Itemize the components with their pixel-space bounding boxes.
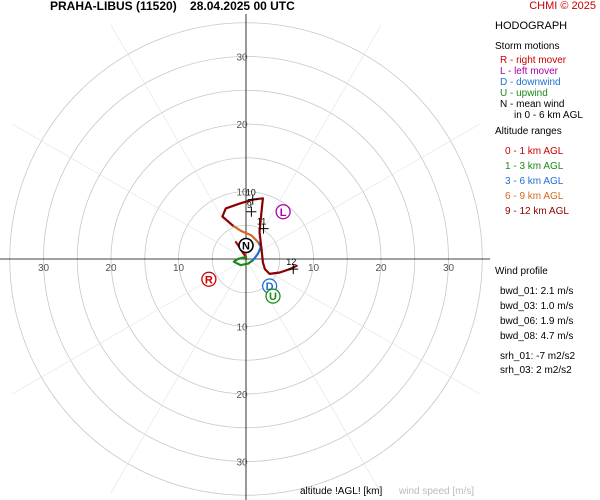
storm-motions-title: Storm motions bbox=[495, 41, 560, 52]
ring-tick-label: 20 bbox=[105, 263, 117, 274]
wp-item: bwd_06: 1.9 m/s bbox=[500, 316, 574, 327]
alt-item: 1 - 3 km AGL bbox=[505, 161, 564, 172]
hodograph-segment bbox=[232, 255, 254, 267]
ring-tick-label: 10 bbox=[236, 188, 248, 199]
alt-item: 9 - 12 km AGL bbox=[505, 206, 569, 217]
hodograph-segment bbox=[251, 241, 262, 262]
storm-motion-marker bbox=[275, 204, 291, 220]
ring-tick-label: 20 bbox=[236, 390, 248, 401]
sm-item: D - downwind bbox=[500, 77, 561, 88]
sm-item: N - mean wind bbox=[500, 99, 565, 110]
height-label: 9 bbox=[247, 200, 252, 210]
storm-motion-label: D bbox=[266, 281, 274, 293]
altitude-unit-label: altitude !AGL! [km] bbox=[300, 486, 383, 497]
sm-item: U - upwind bbox=[500, 88, 548, 99]
station-name: PRAHA-LIBUS (11520) bbox=[50, 0, 177, 13]
storm-motion-label: U bbox=[269, 291, 277, 303]
ring-tick-label: 30 bbox=[38, 263, 50, 274]
storm-motion-label: L bbox=[280, 207, 287, 219]
sm-item: R - right mover bbox=[500, 55, 567, 66]
wp-item: bwd_01: 2.1 m/s bbox=[500, 286, 574, 297]
srh-item: srh_03: 2 m2/s2 bbox=[500, 365, 572, 376]
alt-item: 3 - 6 km AGL bbox=[505, 176, 564, 187]
storm-motion-marker bbox=[238, 237, 254, 254]
hodograph-segment bbox=[231, 224, 260, 244]
storm-motion-marker bbox=[201, 271, 217, 287]
ring-tick-label: 30 bbox=[443, 263, 455, 274]
alt-item: 6 - 9 km AGL bbox=[505, 191, 564, 202]
ring-tick-label: 10 bbox=[308, 263, 320, 274]
height-label: 10 bbox=[246, 188, 256, 198]
wp-item: bwd_08: 4.7 m/s bbox=[500, 331, 574, 342]
srh-item: srh_01: -7 m2/s2 bbox=[500, 351, 576, 362]
alt-item: 0 - 1 km AGL bbox=[505, 146, 564, 157]
ring-tick-label: 10 bbox=[236, 323, 248, 334]
ring-tick-label: 30 bbox=[236, 53, 248, 64]
ring-tick-label: 10 bbox=[173, 263, 185, 274]
chart-datetime: 28.04.2025 00 UTC bbox=[190, 0, 295, 13]
hodograph-segment bbox=[221, 197, 298, 275]
ring-tick-label: 20 bbox=[236, 120, 248, 131]
wp-item: bwd_03: 1.0 m/s bbox=[500, 301, 574, 312]
chart-title: PRAHA-LIBUS (11520) 28.04.2025 00 UTC bbox=[50, 0, 295, 13]
ring-tick-label: 30 bbox=[236, 458, 248, 469]
altitude-ranges-title: Altitude ranges bbox=[495, 126, 562, 137]
height-label: 11 bbox=[257, 217, 266, 227]
sm-item: L - left mover bbox=[500, 66, 558, 77]
panel-title: HODOGRAPH bbox=[495, 20, 568, 32]
storm-motion-label: R bbox=[205, 274, 213, 286]
ring-tick-label: 20 bbox=[375, 263, 387, 274]
height-label: 12 bbox=[286, 257, 296, 267]
sm-item: in 0 - 6 km AGL bbox=[514, 110, 583, 121]
storm-motion-marker bbox=[265, 288, 281, 304]
copyright: CHMI © 2025 bbox=[529, 0, 596, 12]
storm-motion-label: N bbox=[242, 241, 250, 253]
wind-profile-title: Wind profile bbox=[495, 266, 548, 277]
wind-speed-unit-label: wind speed [m/s] bbox=[399, 486, 475, 497]
